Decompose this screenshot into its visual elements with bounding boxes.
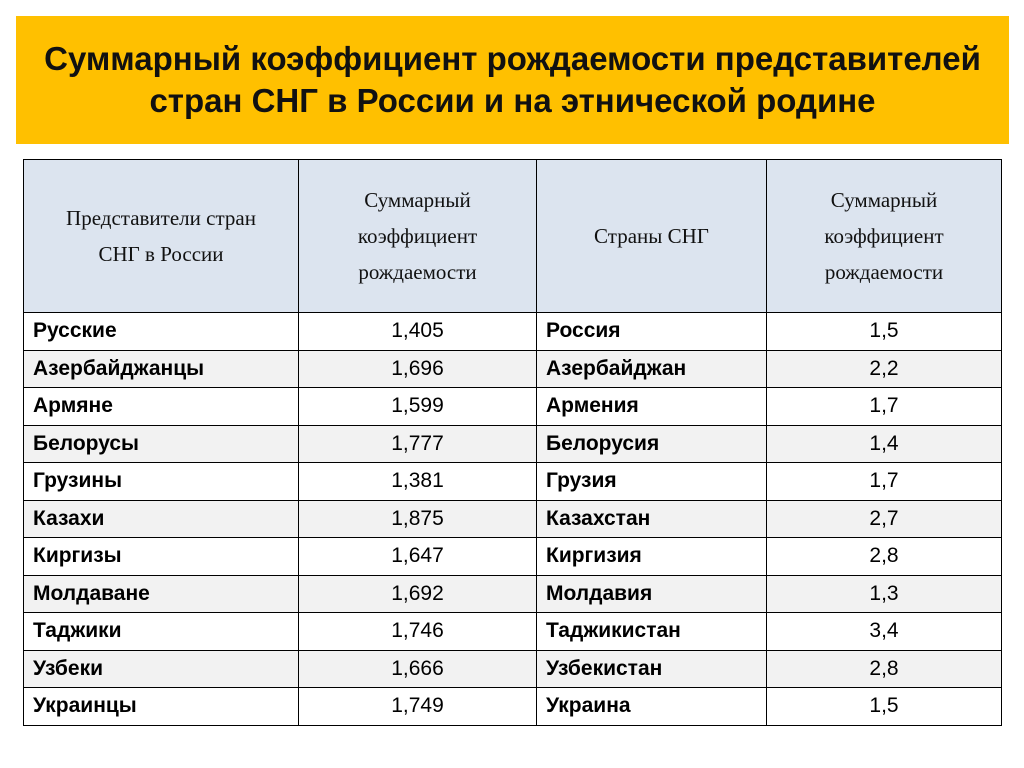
cell-group-name: Белорусы (23, 424, 299, 463)
cell-tfr-russia: 1,875 (298, 499, 537, 538)
cell-country-name: Молдавия (536, 574, 767, 613)
cell-tfr-russia: 1,405 (298, 312, 537, 351)
cell-country-name: Узбекистан (536, 649, 767, 688)
cell-tfr-russia: 1,777 (298, 424, 537, 463)
header-label: Суммарный коэффициент рождаемости (824, 188, 944, 284)
header-cis-countries: Страны СНГ (536, 159, 767, 313)
header-label: Представители стран СНГ в России (66, 206, 256, 266)
cell-tfr-homeland: 1,7 (766, 387, 1002, 426)
cell-group-name: Молдаване (23, 574, 299, 613)
table-header-row: Представители стран СНГ в России Суммарн… (23, 159, 1002, 313)
cell-country-name: Грузия (536, 462, 767, 501)
table-row: Узбеки 1,666 Узбекистан 2,8 (23, 649, 1002, 688)
cell-group-name: Русские (23, 312, 299, 351)
cell-tfr-russia: 1,647 (298, 537, 537, 576)
table-body: Русские 1,405 Россия 1,5 Азербайджанцы 1,696 А… (23, 312, 1002, 726)
table-row: Азербайджанцы 1,696 Азербайджан 2,2 (23, 349, 1002, 388)
cell-tfr-homeland: 2,7 (766, 499, 1002, 538)
page-title: Суммарный коэффициент рождаемости предст… (44, 40, 981, 119)
table-row: Белорусы 1,777 Белорусия 1,4 (23, 424, 1002, 463)
cell-tfr-homeland: 2,2 (766, 349, 1002, 388)
table-row: Украинцы 1,749 Украина 1,5 (23, 687, 1002, 726)
cell-tfr-russia: 1,381 (298, 462, 537, 501)
cell-tfr-russia: 1,692 (298, 574, 537, 613)
cell-tfr-russia: 1,666 (298, 649, 537, 688)
header-label: Суммарный коэффициент рождаемости (357, 188, 478, 284)
cell-tfr-homeland: 2,8 (766, 649, 1002, 688)
cell-country-name: Россия (536, 312, 767, 351)
cell-group-name: Киргизы (23, 537, 299, 576)
header-tfr-homeland: Суммарный коэффициент рождаемости (766, 159, 1002, 313)
cell-country-name: Азербайджан (536, 349, 767, 388)
header-tfr-russia: Суммарный коэффициент рождаемости (298, 159, 537, 313)
cell-tfr-russia: 1,599 (298, 387, 537, 426)
cell-country-name: Белорусия (536, 424, 767, 463)
cell-tfr-homeland: 1,5 (766, 312, 1002, 351)
cell-tfr-russia: 1,696 (298, 349, 537, 388)
table-row: Таджики 1,746 Таджикистан 3,4 (23, 612, 1002, 651)
cell-tfr-homeland: 1,4 (766, 424, 1002, 463)
cell-tfr-homeland: 3,4 (766, 612, 1002, 651)
cell-group-name: Армяне (23, 387, 299, 426)
cell-tfr-homeland: 1,7 (766, 462, 1002, 501)
cell-group-name: Таджики (23, 612, 299, 651)
table-row: Грузины 1,381 Грузия 1,7 (23, 462, 1002, 501)
cell-country-name: Казахстан (536, 499, 767, 538)
header-label: Страны СНГ (594, 224, 709, 248)
cell-tfr-homeland: 2,8 (766, 537, 1002, 576)
table-row: Казахи 1,875 Казахстан 2,7 (23, 499, 1002, 538)
cell-country-name: Таджикистан (536, 612, 767, 651)
cell-tfr-homeland: 1,5 (766, 687, 1002, 726)
cell-group-name: Узбеки (23, 649, 299, 688)
cell-country-name: Киргизия (536, 537, 767, 576)
table-row: Молдаване 1,692 Молдавия 1,3 (23, 574, 1002, 613)
cell-group-name: Азербайджанцы (23, 349, 299, 388)
title-banner: Суммарный коэффициент рождаемости предст… (16, 16, 1009, 144)
header-cis-representatives: Представители стран СНГ в России (23, 159, 299, 313)
cell-group-name: Грузины (23, 462, 299, 501)
cell-tfr-homeland: 1,3 (766, 574, 1002, 613)
cell-country-name: Украина (536, 687, 767, 726)
cell-group-name: Казахи (23, 499, 299, 538)
cell-tfr-russia: 1,749 (298, 687, 537, 726)
table-row: Армяне 1,599 Армения 1,7 (23, 387, 1002, 426)
table-row: Русские 1,405 Россия 1,5 (23, 312, 1002, 351)
cell-country-name: Армения (536, 387, 767, 426)
table-row: Киргизы 1,647 Киргизия 2,8 (23, 537, 1002, 576)
cell-tfr-russia: 1,746 (298, 612, 537, 651)
cell-group-name: Украинцы (23, 687, 299, 726)
fertility-table: Представители стран СНГ в России Суммарн… (23, 159, 1002, 726)
